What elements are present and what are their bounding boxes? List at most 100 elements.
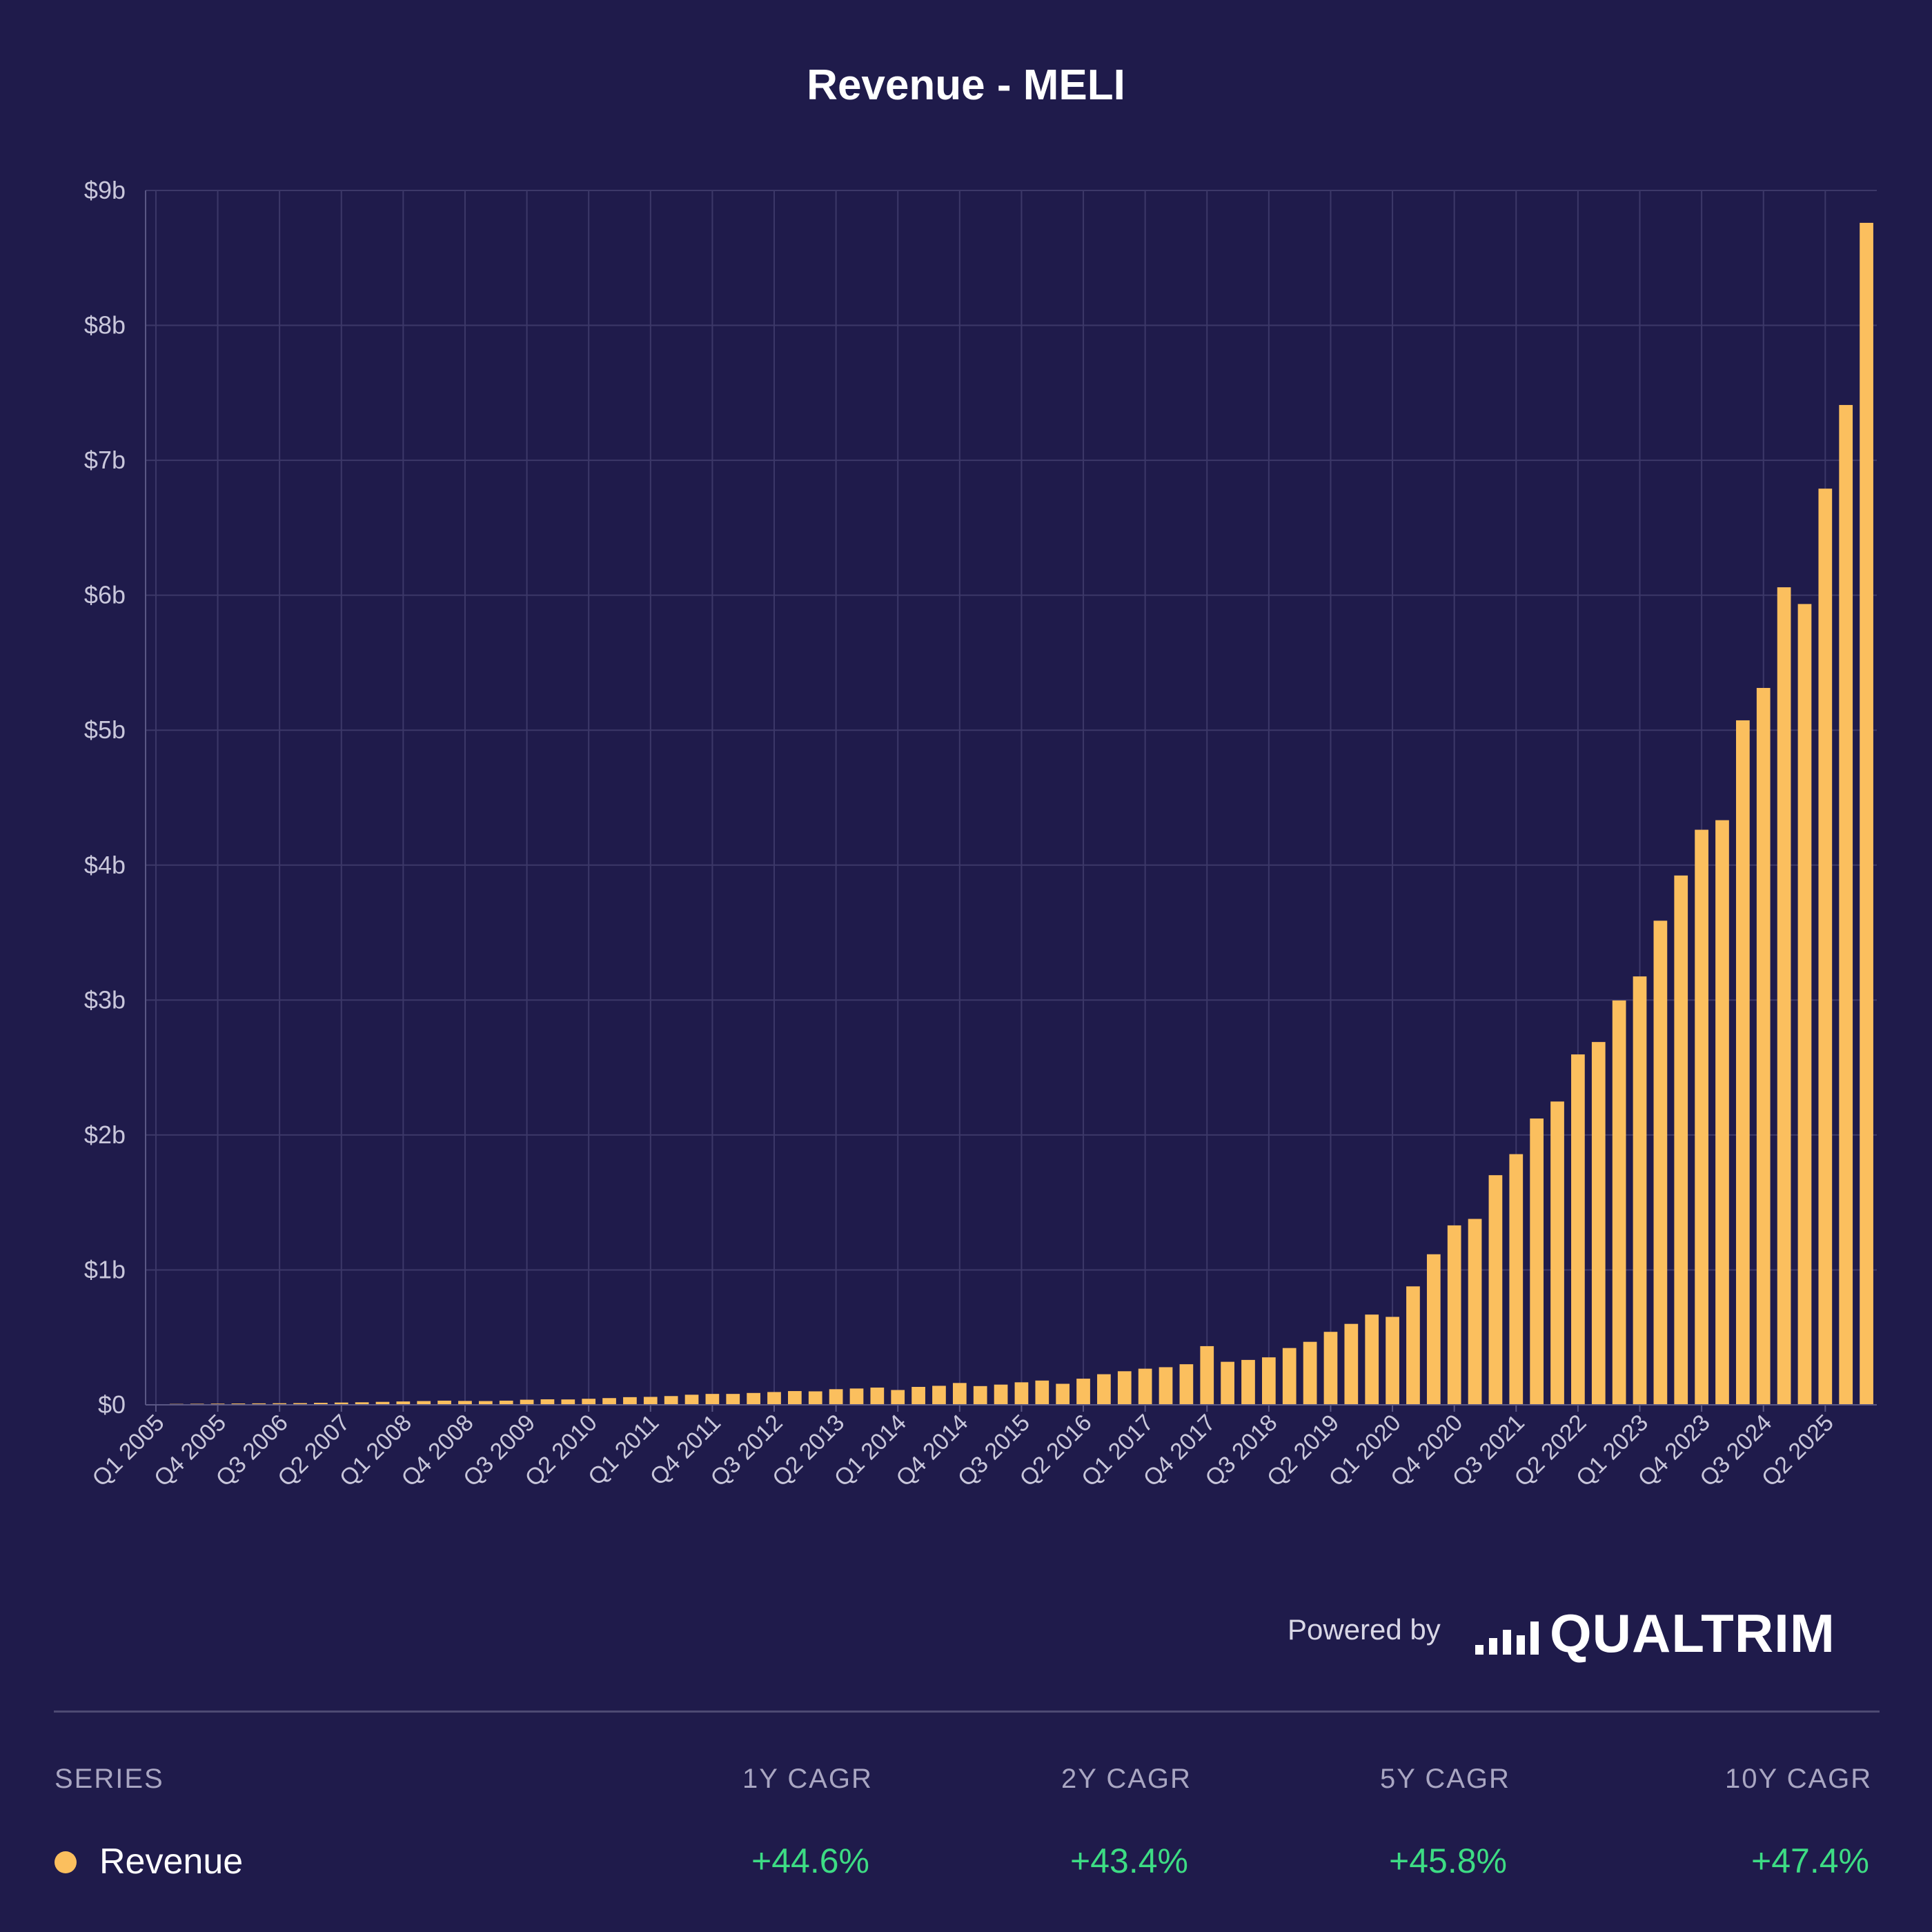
bar-q1-2025[interactable] <box>1797 604 1812 1405</box>
bar-q2-2010[interactable] <box>582 1399 596 1405</box>
bar-q1-2014[interactable] <box>891 1390 905 1405</box>
value-1y-cagr: +44.6% <box>751 1842 869 1880</box>
bar-q3-2019[interactable] <box>1344 1323 1359 1405</box>
bar-q2-2008[interactable] <box>417 1401 431 1405</box>
bar-q2-2007[interactable] <box>334 1402 348 1405</box>
y-tick-label: $6b <box>84 581 126 609</box>
bar-q1-2013[interactable] <box>808 1391 822 1405</box>
bar-q4-2011[interactable] <box>705 1394 720 1405</box>
bar-q2-2015[interactable] <box>994 1384 1008 1405</box>
bar-q2-2013[interactable] <box>829 1389 843 1405</box>
divider <box>54 1711 1880 1713</box>
bar-q2-2012[interactable] <box>747 1392 760 1405</box>
bar-q2-2021[interactable] <box>1488 1175 1503 1405</box>
bar-q4-2008[interactable] <box>458 1401 472 1405</box>
bar-q2-2009[interactable] <box>499 1400 513 1405</box>
bar-q3-2010[interactable] <box>602 1398 616 1405</box>
bar-q2-2024[interactable] <box>1735 720 1750 1405</box>
bar-q1-2022[interactable] <box>1550 1101 1564 1405</box>
bar-q3-2011[interactable] <box>684 1394 699 1405</box>
bar-q2-2025[interactable] <box>1818 489 1833 1406</box>
series-color-dot <box>55 1851 77 1873</box>
powered-by-label: Powered by <box>1288 1613 1441 1646</box>
bar-q4-2023[interactable] <box>1695 829 1708 1405</box>
bar-q2-2016[interactable] <box>1076 1379 1090 1405</box>
bar-q4-2020[interactable] <box>1447 1225 1461 1405</box>
bar-q2-2006[interactable] <box>252 1403 266 1405</box>
bar-q3-2016[interactable] <box>1097 1374 1111 1405</box>
header-5y-cagr: 5Y CAGR <box>1380 1764 1510 1794</box>
bar-q4-2009[interactable] <box>540 1399 555 1405</box>
bar-q4-2006[interactable] <box>293 1403 307 1405</box>
bar-q4-2025[interactable] <box>1860 222 1873 1405</box>
y-tick-label: $8b <box>84 311 126 339</box>
bar-q1-2018[interactable] <box>1221 1361 1234 1405</box>
bar-q4-2024[interactable] <box>1777 587 1791 1405</box>
bar-q3-2022[interactable] <box>1591 1042 1606 1405</box>
bar-q3-2021[interactable] <box>1509 1154 1524 1405</box>
bar-q3-2018[interactable] <box>1262 1357 1276 1405</box>
bar-q3-2020[interactable] <box>1426 1254 1441 1405</box>
bar-q4-2019[interactable] <box>1365 1314 1379 1405</box>
value-5y-cagr: +45.8% <box>1389 1842 1507 1880</box>
bar-q1-2021[interactable] <box>1468 1219 1482 1405</box>
bar-q1-2020[interactable] <box>1386 1317 1399 1405</box>
header-1y-cagr: 1Y CAGR <box>742 1764 873 1794</box>
header-10y-cagr: 10Y CAGR <box>1725 1764 1873 1794</box>
bar-q3-2017[interactable] <box>1179 1364 1194 1405</box>
bar-q1-2019[interactable] <box>1303 1341 1317 1405</box>
bar-q4-2022[interactable] <box>1612 1000 1626 1405</box>
bar-q2-2022[interactable] <box>1571 1054 1585 1405</box>
bar-q4-2018[interactable] <box>1282 1348 1297 1405</box>
bar-q3-2014[interactable] <box>932 1386 946 1405</box>
bar-q3-2015[interactable] <box>1014 1382 1029 1405</box>
bar-q4-2014[interactable] <box>952 1383 967 1405</box>
bar-q3-2023[interactable] <box>1674 875 1688 1405</box>
bar-q2-2019[interactable] <box>1323 1332 1338 1405</box>
bar-q4-2007[interactable] <box>375 1401 390 1405</box>
bar-q3-2008[interactable] <box>437 1400 451 1405</box>
bar-q1-2009[interactable] <box>478 1401 493 1405</box>
bar-q3-2013[interactable] <box>849 1388 864 1405</box>
bar-q4-2013[interactable] <box>870 1387 885 1405</box>
y-axis-ticks: $0 $1b $2b $3b $4b $5b $6b $7b $8b $9b <box>84 176 126 1419</box>
bar-q2-2011[interactable] <box>664 1396 678 1405</box>
bar-q1-2011[interactable] <box>643 1397 658 1405</box>
bar-q1-2016[interactable] <box>1056 1383 1070 1405</box>
series-name: Revenue <box>99 1842 244 1882</box>
value-2y-cagr: +43.4% <box>1070 1842 1188 1880</box>
bar-q3-2024[interactable] <box>1756 688 1771 1405</box>
bar-q3-2006[interactable] <box>273 1403 287 1405</box>
bar-q1-2023[interactable] <box>1633 976 1647 1405</box>
bar-q4-2017[interactable] <box>1200 1346 1214 1405</box>
bar-q3-2009[interactable] <box>520 1399 534 1405</box>
value-10y-cagr: +47.4% <box>1751 1842 1869 1880</box>
bar-q1-2010[interactable] <box>561 1399 575 1405</box>
bar-q2-2017[interactable] <box>1159 1367 1173 1405</box>
bar-q1-2015[interactable] <box>973 1386 987 1405</box>
y-tick-label: $5b <box>84 716 126 744</box>
bar-q2-2018[interactable] <box>1241 1359 1255 1405</box>
bar-q4-2016[interactable] <box>1117 1371 1132 1405</box>
bar-q2-2020[interactable] <box>1406 1286 1420 1405</box>
bar-q2-2023[interactable] <box>1653 920 1668 1405</box>
y-tick-label: $4b <box>84 851 126 879</box>
bar-q3-2012[interactable] <box>767 1392 781 1405</box>
bar-q1-2007[interactable] <box>314 1403 328 1405</box>
grid-lines <box>145 190 1877 1412</box>
bar-q1-2012[interactable] <box>726 1394 740 1405</box>
bar-q3-2025[interactable] <box>1839 404 1853 1405</box>
bar-q4-2015[interactable] <box>1035 1380 1049 1405</box>
bar-q1-2008[interactable] <box>396 1401 411 1405</box>
bar-q4-2012[interactable] <box>788 1391 802 1405</box>
y-tick-label: $0 <box>98 1390 126 1419</box>
bar-q3-2007[interactable] <box>355 1402 369 1405</box>
qualtrim-logo-text[interactable]: QUALTRIM <box>1550 1603 1835 1664</box>
bar-q1-2017[interactable] <box>1138 1368 1152 1405</box>
bar-q4-2010[interactable] <box>623 1397 637 1405</box>
bar-q4-2021[interactable] <box>1530 1118 1544 1405</box>
header-2y-cagr: 2Y CAGR <box>1061 1764 1192 1794</box>
bar-chart: $0 $1b $2b $3b $4b $5b $6b $7b $8b $9b Q1 2005Q4 … <box>84 176 1877 1492</box>
bar-q2-2014[interactable] <box>911 1386 925 1405</box>
bar-q1-2024[interactable] <box>1715 820 1729 1405</box>
